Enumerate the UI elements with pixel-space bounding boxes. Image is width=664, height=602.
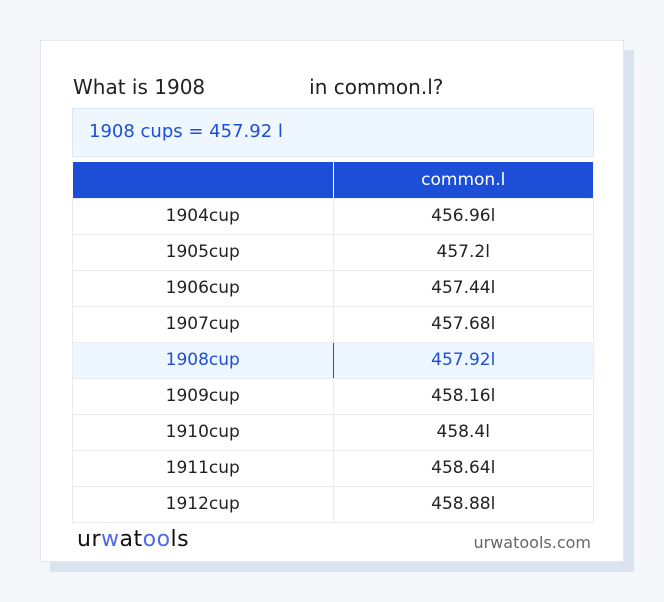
header-to: common.l — [333, 162, 594, 198]
unit-cell: 1905cup — [72, 233, 334, 271]
value-cell: 457.44l — [332, 269, 594, 307]
table-row: 1910cup 458.4l — [72, 413, 594, 451]
unit-cell: 1912cup — [72, 485, 334, 523]
table-row: 1904cup 456.96l — [72, 197, 594, 235]
table-row: 1905cup 457.2l — [72, 233, 594, 271]
unit-cell: 1906cup — [72, 269, 334, 307]
unit-cell: 1907cup — [72, 305, 334, 343]
unit-cell: 1908cup — [72, 341, 334, 379]
title-suffix: in common.l? — [309, 75, 444, 99]
value-cell: 458.64l — [332, 449, 594, 487]
urwatools-logo[interactable]: urwatools — [77, 527, 190, 552]
page-title: What is 1908 in common.l? — [73, 75, 443, 99]
result-box: 1908 cups = 457.92 l — [72, 108, 594, 157]
header-from — [72, 162, 334, 198]
table-row: 1907cup 457.68l — [72, 305, 594, 343]
value-cell: 456.96l — [332, 197, 594, 235]
value-cell: 457.2l — [332, 233, 594, 271]
conversion-table: common.l 1904cup 456.96l 1905cup 457.2l 1906… — [72, 162, 594, 523]
value-cell: 457.68l — [332, 305, 594, 343]
site-link[interactable]: urwatools.com — [473, 533, 592, 552]
converter-card: What is 1908 in common.l? 1908 cups = 457… — [40, 40, 624, 562]
table-row: 1912cup 458.88l — [72, 485, 594, 523]
table-row: 1906cup 457.44l — [72, 269, 594, 307]
value-cell: 457.92l — [332, 341, 594, 379]
table-row: 1908cup 457.92l — [72, 341, 594, 379]
value-cell: 458.16l — [332, 377, 594, 415]
value-cell: 458.88l — [332, 485, 594, 523]
title-prefix: What is 1908 — [73, 75, 206, 99]
table-row: 1909cup 458.16l — [72, 377, 594, 415]
unit-cell: 1909cup — [72, 377, 334, 415]
unit-cell: 1904cup — [72, 197, 334, 235]
unit-cell: 1911cup — [72, 449, 334, 487]
table-row: 1911cup 458.64l — [72, 449, 594, 487]
unit-cell: 1910cup — [72, 413, 334, 451]
value-cell: 458.4l — [332, 413, 594, 451]
